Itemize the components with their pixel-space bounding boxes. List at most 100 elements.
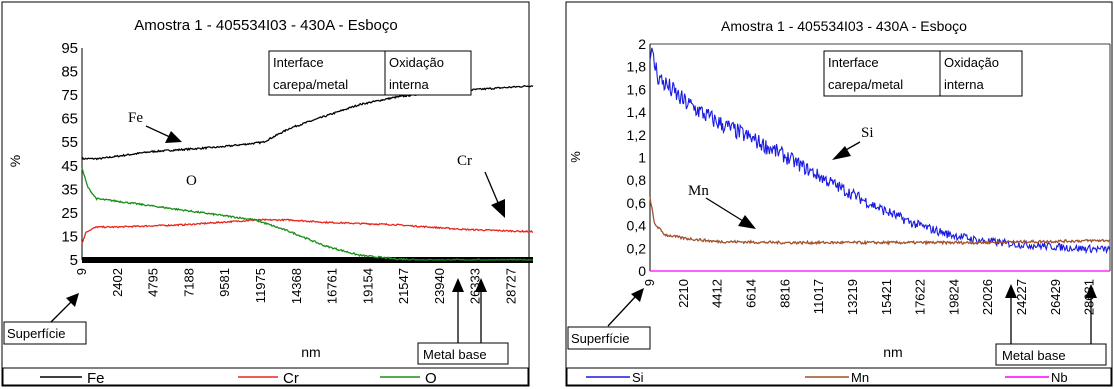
legend-label-nb: Nb	[1051, 370, 1068, 385]
x-tick-label: 15421	[879, 279, 894, 315]
y-tick-label: 65	[61, 111, 78, 128]
surface-arrow	[607, 295, 637, 327]
metal-base-box: Metal base	[995, 343, 1107, 366]
x-tick-labels: 9 2402 4795 7188 9581 11975 14368 16761 19154 215…	[74, 268, 519, 304]
interface-box: Interface carepa/metal	[823, 50, 941, 97]
metal-base-label: Metal base	[423, 347, 487, 362]
x-tick-label: 2402	[110, 268, 125, 297]
y-tick-label: 0	[638, 263, 646, 279]
x-tick-label: 26333	[468, 268, 483, 304]
x-tick-label: 14368	[289, 268, 304, 304]
si-label: Si	[861, 125, 874, 141]
mn-arrow	[705, 197, 744, 222]
x-tick-label: 23940	[432, 268, 447, 304]
surface-label: Superfície	[7, 326, 66, 341]
oxidation-label-line2: interna	[944, 77, 985, 92]
legend-label-si: Si	[632, 370, 644, 385]
plot-area	[81, 48, 533, 263]
x-tick-label: 22026	[980, 279, 995, 315]
y-tick-label: 85	[61, 64, 78, 81]
oxidation-box: Oxidação interna	[384, 50, 472, 96]
y-tick-label: 75	[61, 87, 78, 104]
legend-label-fe: Fe	[87, 370, 105, 387]
x-axis-label: nm	[301, 344, 320, 360]
x-tick-label: 8816	[777, 279, 792, 308]
x-tick-label: 11975	[253, 268, 268, 303]
oxidation-box: Oxidação interna	[939, 50, 1023, 97]
y-tick-label: 45	[61, 158, 78, 175]
interface-label-line1: Interface	[828, 55, 879, 70]
chart-title: Amostra 1 - 405534I03 - 430A - Esboço	[721, 18, 967, 34]
x-tick-label: 9	[74, 268, 89, 275]
x-tick-label: 21547	[396, 268, 411, 304]
legend: Si Mn Nb	[566, 367, 1112, 386]
oxidation-label-line2: interna	[389, 77, 430, 92]
metal-base-label: Metal base	[1002, 348, 1066, 363]
x-tick-label: 28727	[504, 268, 519, 304]
fe-arrow	[145, 125, 173, 139]
x-tick-label: 4412	[710, 279, 725, 308]
x-tick-label: 19154	[360, 268, 375, 304]
metal-base-box: Metal base	[417, 342, 509, 365]
x-tick-label: 19824	[946, 279, 961, 315]
y-tick-label: 0,6	[627, 195, 647, 211]
y-axis-label: %	[568, 151, 583, 163]
interface-label-line1: Interface	[273, 55, 324, 70]
y-tick-label: 1,6	[627, 81, 647, 97]
mn-arrowhead	[738, 215, 756, 229]
y-tick-label: 25	[61, 205, 78, 222]
x-tick-label: 13219	[845, 279, 860, 315]
chart-left: Amostra 1 - 405534I03 - 430A - Esboço % …	[1, 1, 534, 387]
x-tick-label: 7188	[181, 268, 196, 297]
o-label: O	[186, 173, 197, 189]
legend: Fe Cr O	[2, 367, 529, 387]
legend-label-o: O	[425, 370, 437, 387]
mn-label: Mn	[688, 183, 709, 199]
y-tick-label: 5	[70, 252, 78, 269]
y-tick-label: 1	[638, 150, 646, 166]
si-arrowhead	[832, 146, 851, 160]
fe-label: Fe	[128, 110, 143, 126]
y-tick-label: 2	[638, 36, 646, 52]
x-tick-label: 6614	[743, 279, 758, 308]
series-line-o	[81, 167, 533, 261]
cr-arrowhead	[491, 199, 505, 218]
surface-arrowhead	[631, 288, 644, 302]
series-line-mn	[649, 196, 1111, 246]
x-tick-label: 11017	[811, 279, 826, 314]
cr-label: Cr	[457, 153, 472, 169]
interface-label-line2: carepa/metal	[273, 77, 348, 92]
y-tick-label: 0,8	[627, 172, 647, 188]
oxidation-label-line1: Oxidação	[944, 55, 999, 70]
y-tick-label: 55	[61, 134, 78, 151]
interface-label-line2: carepa/metal	[828, 77, 903, 92]
y-axis-label: %	[7, 155, 23, 167]
cr-arrow	[484, 171, 500, 206]
x-tick-label: 26429	[1048, 279, 1063, 315]
x-tick-label: 9581	[217, 268, 232, 297]
x-tick-label: 24227	[1014, 279, 1029, 315]
series-line-cr	[81, 218, 534, 244]
y-tick-label: 35	[61, 181, 78, 198]
y-tick-label: 0,2	[627, 240, 647, 256]
series-lines	[649, 47, 1111, 272]
fe-arrowhead	[165, 131, 182, 143]
x-tick-label: 2210	[676, 279, 691, 308]
oxidation-label-line1: Oxidação	[389, 55, 444, 70]
metal-base-arrowhead-2	[475, 278, 487, 292]
x-tick-label: 16761	[325, 268, 340, 304]
x-tick-label: 9	[642, 279, 657, 286]
metal-base-arrowhead-1	[1005, 284, 1017, 298]
surface-box: Superfície	[3, 321, 87, 345]
x-axis-label: nm	[883, 344, 902, 360]
y-tick-label: 15	[61, 228, 78, 245]
surface-label: Superfície	[571, 331, 630, 346]
x-tick-label: 17622	[913, 279, 928, 315]
legend-label-mn: Mn	[851, 370, 869, 385]
surface-arrow	[47, 300, 73, 326]
y-tick-label: 1,4	[627, 104, 647, 120]
y-tick-label: 1,8	[627, 59, 647, 75]
y-tick-labels: 2 1,8 1,6 1,4 1,2 1 0,8 0,6 0,4 0,2 0	[627, 36, 647, 279]
surface-arrowhead	[66, 293, 79, 307]
y-tick-label: 0,4	[627, 218, 647, 234]
